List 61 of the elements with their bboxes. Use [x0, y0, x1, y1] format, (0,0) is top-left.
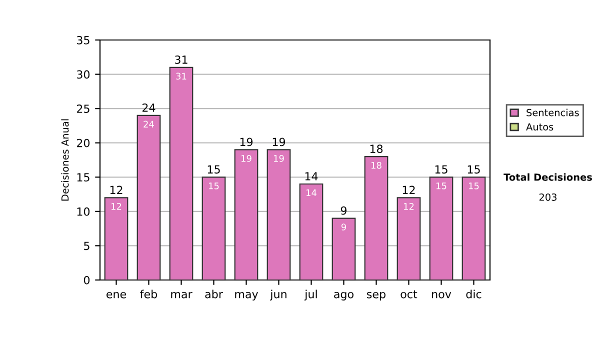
- y-tick-label: 0: [84, 276, 90, 284]
- data-label: 18: [372, 162, 382, 169]
- bar: [136, 114, 161, 280]
- data-label: 19: [274, 155, 284, 162]
- data-label: 15: [469, 182, 479, 190]
- total-label: 18: [370, 144, 383, 154]
- bar: [234, 149, 258, 280]
- total-label: 19: [272, 138, 286, 146]
- total-label: 15: [468, 165, 480, 174]
- x-tick-label: jul: [304, 290, 317, 300]
- data-label: 19: [242, 155, 252, 162]
- bar: [169, 66, 194, 280]
- y-tick-label: 15: [77, 173, 90, 182]
- bar: [429, 176, 454, 280]
- x-tick-label: may: [235, 292, 258, 300]
- text: 203: [539, 193, 556, 201]
- bar: [202, 176, 226, 280]
- x-tick-label: sep: [367, 292, 386, 300]
- total-label: 12: [402, 186, 415, 194]
- bar: [299, 183, 324, 280]
- bar: [462, 176, 486, 280]
- data-label: 31: [176, 72, 186, 80]
- total-label: 14: [305, 172, 318, 180]
- legend-label: Sentencias: [526, 108, 579, 116]
- x-tick-label: jun: [270, 290, 286, 300]
- bar: [332, 218, 356, 280]
- text: Total Decisiones: [504, 173, 592, 181]
- total-label: 31: [175, 55, 188, 64]
- y-axis-title: Decisiones Anual: [61, 119, 69, 201]
- y-tick-label: 35: [76, 36, 90, 44]
- x-tick-label: nov: [432, 292, 452, 298]
- total-label: 24: [142, 103, 156, 112]
- data-label: 12: [112, 203, 122, 210]
- y-tick-label: 25: [76, 104, 90, 113]
- data-label: 24: [144, 120, 154, 128]
- y-tick-label: 5: [84, 242, 90, 250]
- data-label: 15: [436, 182, 446, 190]
- total-label: 15: [208, 165, 220, 174]
- x-tick-label: abr: [205, 290, 223, 298]
- bar: [396, 197, 421, 280]
- x-tick-label: dic: [466, 290, 482, 298]
- data-label: 12: [404, 203, 414, 210]
- total-label: 15: [435, 165, 448, 174]
- x-tick-label: oct: [400, 290, 418, 298]
- y-tick-label: 10: [77, 207, 90, 216]
- legend-label: Autos: [526, 123, 554, 131]
- data-label: 15: [209, 182, 219, 190]
- x-tick-label: feb: [140, 290, 158, 298]
- total-label: 19: [240, 138, 253, 146]
- total-label: 9: [340, 206, 347, 215]
- data-label: 9: [341, 224, 346, 230]
- x-tick-label: ago: [334, 292, 354, 300]
- total-label: 12: [110, 186, 122, 194]
- x-tick-label: mar: [171, 292, 192, 298]
- bar: [364, 156, 388, 280]
- data-label: 14: [306, 189, 316, 196]
- bar: [266, 149, 291, 280]
- x-tick-label: ene: [106, 292, 126, 298]
- y-tick-label: 30: [76, 70, 90, 79]
- bar: [104, 197, 128, 280]
- y-tick-label: 20: [76, 138, 90, 148]
